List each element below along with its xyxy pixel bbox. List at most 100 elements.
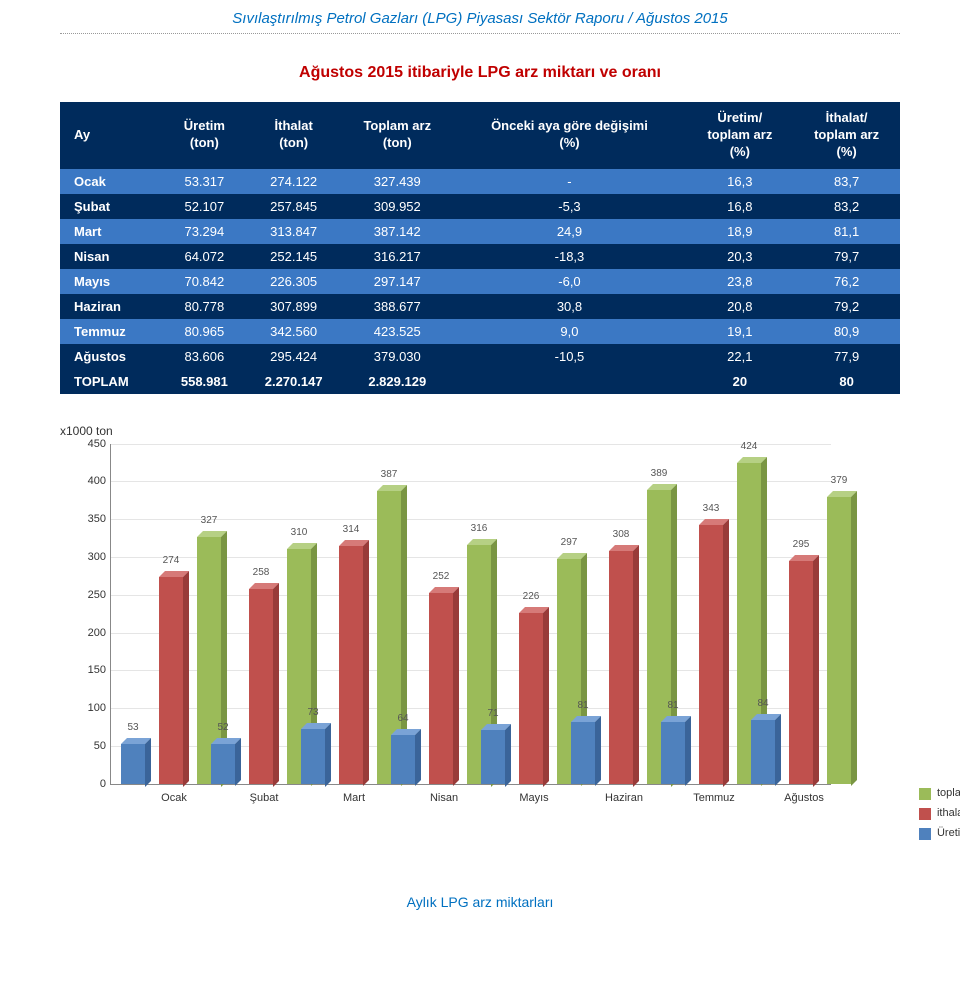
legend-item: toplam	[919, 784, 960, 804]
x-category-label: Haziran	[605, 792, 643, 804]
table-cell: 80.778	[163, 294, 245, 319]
table-cell: -18,3	[452, 244, 686, 269]
table-cell: 20,3	[686, 244, 793, 269]
table-row: Haziran80.778307.899388.67730,820,879,2	[60, 294, 900, 319]
legend-item: Üretim	[919, 824, 960, 844]
legend-swatch	[919, 788, 931, 800]
bar-value-label: 252	[433, 571, 450, 582]
table-cell: 73.294	[163, 219, 245, 244]
table-cell: 24,9	[452, 219, 686, 244]
table-cell: 83,2	[793, 194, 900, 219]
bar: 379	[827, 497, 851, 783]
table-row: Ocak53.317274.122327.439-16,383,7	[60, 169, 900, 194]
bar: 343	[699, 525, 723, 784]
y-axis-label: x1000 ton	[60, 424, 113, 438]
table-cell: 22,1	[686, 344, 793, 369]
table-cell: 274.122	[245, 169, 342, 194]
y-tick-label: 150	[80, 664, 106, 676]
x-category-label: Şubat	[250, 792, 279, 804]
bar-value-label: 52	[217, 722, 228, 733]
x-category-label: Ocak	[161, 792, 187, 804]
table-cell: Ocak	[60, 169, 163, 194]
table-cell: 20	[686, 369, 793, 394]
legend-label: Üretim	[937, 824, 960, 844]
bar: 226	[519, 613, 543, 784]
bar-value-label: 314	[343, 524, 360, 535]
bar-value-label: 310	[291, 527, 308, 538]
x-category-label: Mart	[343, 792, 365, 804]
table-cell: 30,8	[452, 294, 686, 319]
y-tick-label: 0	[80, 778, 106, 790]
chart-legend: toplamithalatÜretim	[919, 784, 960, 843]
legend-item: ithalat	[919, 804, 960, 824]
bar-value-label: 387	[381, 469, 398, 480]
table-cell: TOPLAM	[60, 369, 163, 394]
table-header: Ay	[60, 102, 163, 169]
table-cell: 297.147	[342, 269, 452, 294]
table-cell: 342.560	[245, 319, 342, 344]
y-tick-label: 400	[80, 475, 106, 487]
bar: 84	[751, 720, 775, 783]
bar-value-label: 424	[741, 441, 758, 452]
table-cell: 70.842	[163, 269, 245, 294]
table-cell: 80	[793, 369, 900, 394]
table-cell: 19,1	[686, 319, 793, 344]
bar: 52	[211, 744, 235, 783]
table-cell: 23,8	[686, 269, 793, 294]
table-cell: -5,3	[452, 194, 686, 219]
table-cell: 309.952	[342, 194, 452, 219]
bar-value-label: 274	[163, 555, 180, 566]
table-cell: 257.845	[245, 194, 342, 219]
table-cell: 313.847	[245, 219, 342, 244]
table-cell: Mart	[60, 219, 163, 244]
legend-swatch	[919, 828, 931, 840]
table-cell: 379.030	[342, 344, 452, 369]
legend-label: ithalat	[937, 804, 960, 824]
bar-value-label: 343	[703, 503, 720, 514]
bar-value-label: 316	[471, 523, 488, 534]
bar-value-label: 308	[613, 529, 630, 540]
table-cell: 77,9	[793, 344, 900, 369]
bar: 308	[609, 551, 633, 784]
bar: 258	[249, 589, 273, 784]
table-cell: 9,0	[452, 319, 686, 344]
table-cell: -10,5	[452, 344, 686, 369]
y-tick-label: 50	[80, 740, 106, 752]
table-cell	[452, 369, 686, 394]
bar-value-label: 297	[561, 537, 578, 548]
table-cell: Mayıs	[60, 269, 163, 294]
table-cell: 295.424	[245, 344, 342, 369]
data-table: AyÜretim(ton)İthalat(ton)Toplam arz(ton)…	[60, 102, 900, 394]
table-cell: 316.217	[342, 244, 452, 269]
table-row: Temmuz80.965342.560423.5259,019,180,9	[60, 319, 900, 344]
table-cell: 52.107	[163, 194, 245, 219]
table-cell: 387.142	[342, 219, 452, 244]
bar: 295	[789, 561, 813, 784]
table-cell: 64.072	[163, 244, 245, 269]
table-cell: Ağustos	[60, 344, 163, 369]
bar: 81	[661, 722, 685, 783]
table-cell: Nisan	[60, 244, 163, 269]
y-tick-label: 450	[80, 438, 106, 450]
bar-value-label: 73	[307, 707, 318, 718]
table-row: TOPLAM558.9812.270.1472.829.1292080	[60, 369, 900, 394]
x-category-label: Nisan	[430, 792, 458, 804]
table-cell: 2.270.147	[245, 369, 342, 394]
table-cell: Temmuz	[60, 319, 163, 344]
table-cell: 79,7	[793, 244, 900, 269]
bar: 81	[571, 722, 595, 783]
y-tick-label: 250	[80, 589, 106, 601]
table-cell: 76,2	[793, 269, 900, 294]
table-cell: -	[452, 169, 686, 194]
table-cell: 16,3	[686, 169, 793, 194]
y-tick-label: 300	[80, 551, 106, 563]
x-category-label: Mayıs	[519, 792, 548, 804]
table-cell: 2.829.129	[342, 369, 452, 394]
table-cell: 327.439	[342, 169, 452, 194]
bar: 73	[301, 729, 325, 784]
bar-value-label: 327	[201, 515, 218, 526]
bar: 314	[339, 546, 363, 783]
bar-value-label: 81	[577, 700, 588, 711]
y-tick-label: 350	[80, 513, 106, 525]
table-cell: 83,7	[793, 169, 900, 194]
